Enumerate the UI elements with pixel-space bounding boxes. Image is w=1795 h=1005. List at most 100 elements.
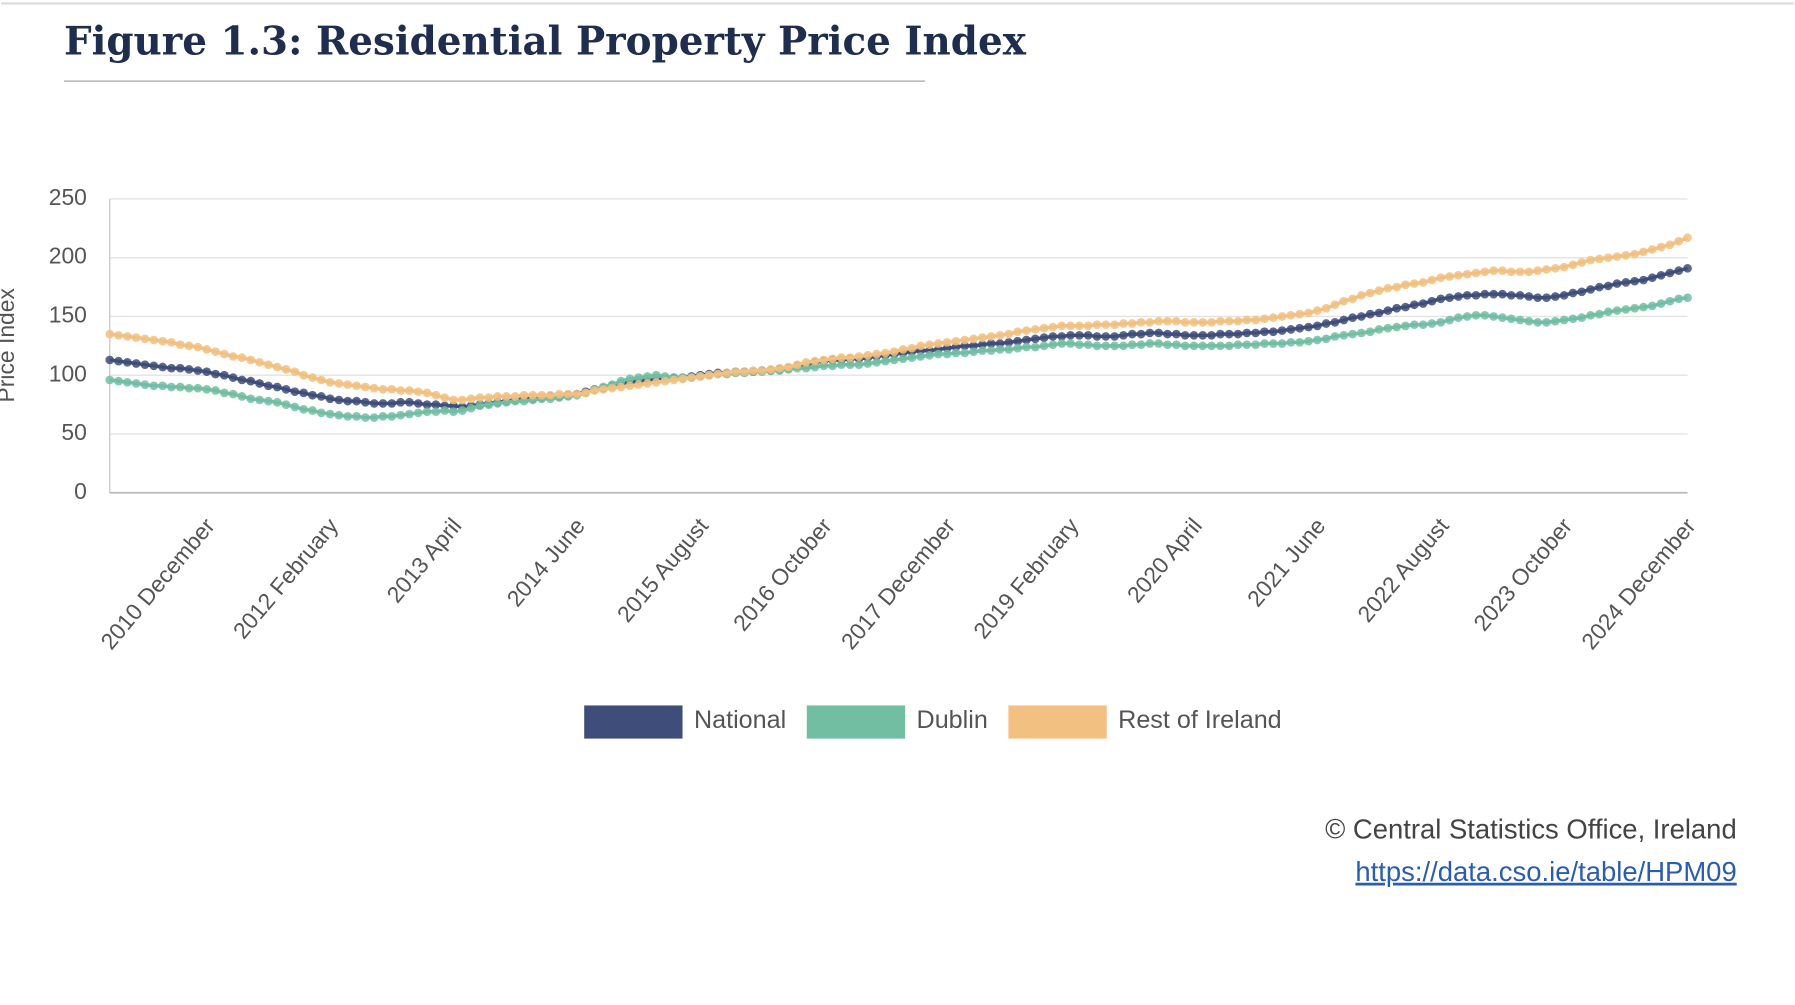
data-point	[1101, 341, 1111, 351]
data-point	[1559, 315, 1569, 325]
data-point	[264, 360, 273, 370]
data-point	[995, 345, 1005, 354]
data-point	[546, 390, 555, 400]
x-tick-label: 2024 December	[1576, 513, 1701, 655]
data-point	[1683, 293, 1692, 303]
data-point	[1471, 268, 1481, 278]
data-point	[1004, 337, 1014, 347]
data-point	[1674, 236, 1684, 246]
data-point	[422, 400, 432, 409]
data-point	[1630, 276, 1640, 286]
legend-label: Rest of Ireland	[1118, 706, 1282, 734]
data-point	[475, 393, 485, 402]
data-point	[828, 361, 837, 371]
data-point	[1418, 320, 1428, 330]
data-point	[1665, 268, 1675, 278]
data-point	[1242, 328, 1252, 338]
data-point	[1198, 318, 1208, 327]
source-link[interactable]: https://data.cso.ie/table/HPM09	[1355, 856, 1736, 887]
data-point	[193, 342, 203, 352]
data-point	[643, 379, 652, 388]
data-point	[281, 365, 291, 374]
data-point	[246, 355, 256, 365]
data-point	[1674, 266, 1684, 275]
data-point	[581, 388, 591, 398]
data-point	[1048, 322, 1058, 332]
data-point	[202, 385, 212, 394]
series	[105, 263, 1692, 412]
data-point	[713, 369, 723, 379]
data-point	[1462, 269, 1472, 279]
data-point	[1013, 327, 1022, 337]
data-point	[272, 362, 282, 372]
data-point	[1418, 299, 1428, 308]
legend-label: National	[694, 706, 786, 734]
chart-title: Figure 1.3: Residential Property Price I…	[64, 20, 1027, 65]
data-point	[1295, 309, 1305, 319]
data-point	[272, 397, 282, 407]
data-point	[1383, 323, 1393, 333]
data-point	[131, 359, 141, 368]
x-tick-label: 2020 April	[1122, 513, 1207, 608]
data-point	[1092, 341, 1102, 351]
data-point	[1586, 310, 1595, 320]
data-point	[1110, 320, 1119, 330]
data-point	[123, 332, 132, 341]
data-point	[114, 356, 123, 366]
data-point	[942, 337, 952, 347]
legend-swatch	[584, 705, 683, 739]
data-point	[1595, 282, 1604, 292]
data-point	[1462, 290, 1472, 300]
data-point	[149, 381, 159, 391]
data-point	[1498, 313, 1507, 322]
data-point	[1647, 245, 1657, 254]
data-point	[361, 397, 370, 407]
data-point	[1665, 240, 1675, 250]
data-point	[757, 366, 767, 375]
data-point	[1136, 329, 1146, 339]
data-point	[898, 354, 908, 364]
data-point	[184, 341, 194, 351]
x-tick-label: 2012 February	[228, 512, 344, 643]
data-point	[1568, 260, 1578, 270]
data-point	[978, 346, 987, 355]
data-point	[255, 379, 264, 388]
data-point	[1004, 345, 1014, 354]
data-point	[1242, 315, 1252, 325]
data-point	[237, 375, 247, 385]
data-point	[1189, 318, 1199, 327]
data-point	[960, 335, 970, 345]
data-point	[387, 412, 397, 421]
data-point	[158, 336, 167, 346]
data-point	[466, 403, 476, 413]
y-tick-label: 50	[61, 419, 86, 445]
data-point	[1436, 273, 1446, 283]
data-point	[1057, 332, 1067, 341]
data-point	[1357, 290, 1366, 300]
data-point	[1286, 325, 1296, 334]
data-point	[766, 365, 776, 374]
data-point	[219, 370, 229, 380]
data-point	[1101, 332, 1111, 341]
data-point	[413, 387, 423, 397]
data-point	[1418, 278, 1428, 287]
data-point	[255, 357, 264, 367]
data-point	[431, 400, 441, 409]
data-point	[1506, 290, 1516, 300]
data-point	[175, 382, 185, 392]
data-point	[211, 369, 220, 379]
data-point	[916, 341, 926, 351]
data-point	[1145, 328, 1155, 338]
x-tick-label: 2023 October	[1468, 513, 1577, 636]
data-point	[158, 381, 167, 391]
data-point	[167, 382, 176, 392]
data-point	[995, 330, 1005, 340]
data-point	[1127, 329, 1137, 339]
data-point	[308, 373, 317, 382]
data-point	[599, 385, 608, 394]
data-point	[1630, 303, 1640, 313]
data-point	[660, 376, 670, 386]
data-point	[502, 392, 511, 401]
x-tick-label: 2017 December	[836, 513, 961, 655]
data-point	[1224, 341, 1234, 351]
